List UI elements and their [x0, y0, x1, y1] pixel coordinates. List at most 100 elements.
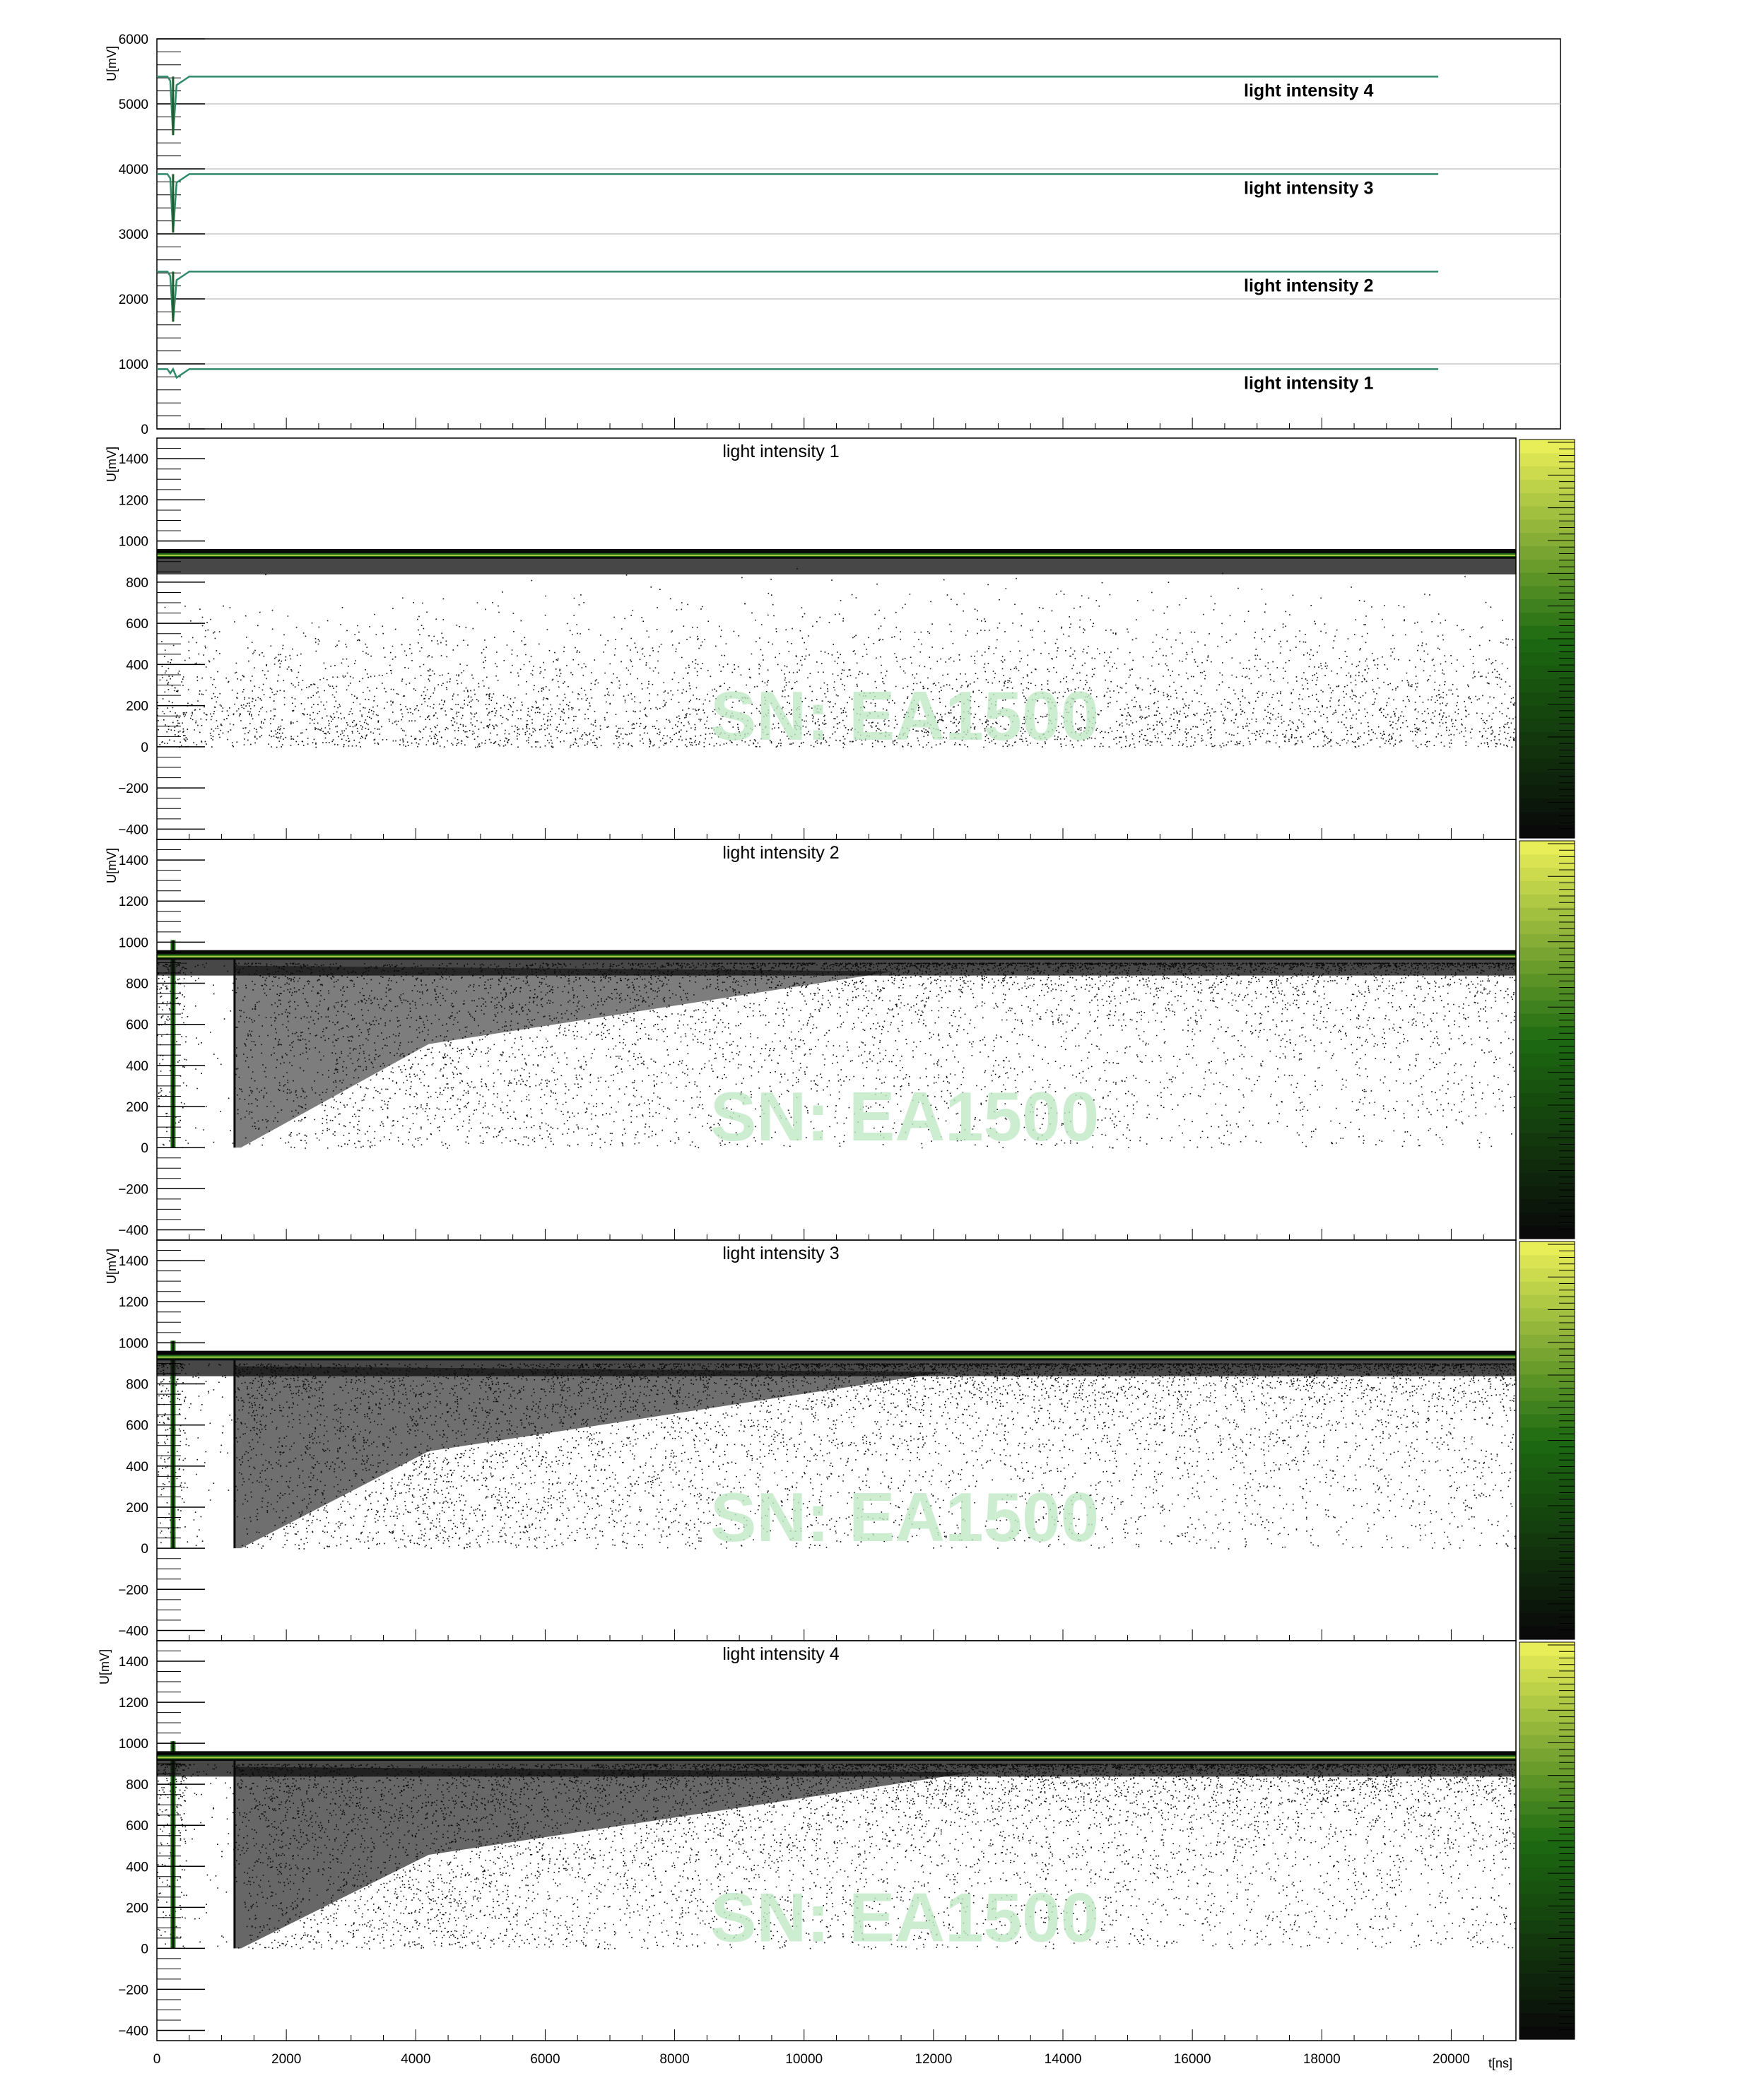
colorbar-segment [1519, 1212, 1575, 1226]
colorbar-segment [1519, 1880, 1575, 1894]
colorbar-segment [1519, 452, 1575, 467]
overview-series-label: light intensity 3 [1244, 178, 1373, 198]
colorbar-segment [1519, 745, 1575, 759]
colorbar-segment [1519, 731, 1575, 745]
heatmap-ytick-label: 600 [126, 1819, 148, 1834]
heatmap-ytick-label: 0 [141, 1942, 148, 1957]
colorbar-segment [1519, 1307, 1575, 1322]
colorbar-segment [1519, 1467, 1575, 1481]
overview-series-line [157, 271, 1439, 322]
colorbar-segment [1519, 519, 1575, 533]
heatmap-xtick-label: 2000 [271, 2052, 301, 2067]
heatmap-ytick-label: 400 [126, 1059, 148, 1074]
colorbar-segment [1519, 1533, 1575, 1547]
colorbar-segment [1519, 1092, 1575, 1107]
colorbar-segment [1519, 1853, 1575, 1868]
heatmap-band-shadow [157, 1360, 1516, 1376]
colorbar-segment [1519, 625, 1575, 639]
colorbar-segment [1519, 1920, 1575, 1934]
colorbar-segment [1519, 1827, 1575, 1841]
overview-ytick-label: 4000 [119, 163, 148, 177]
colorbar-segment [1519, 1841, 1575, 1855]
heatmap-ytick-label: 1000 [119, 1737, 148, 1752]
heatmap-ytick-label: 1400 [119, 854, 148, 868]
colorbar-segment [1519, 705, 1575, 719]
heatmap-xtick-label: 14000 [1045, 2052, 1082, 2067]
colorbar-segment [1519, 1612, 1575, 1627]
heatmap-ytick-label: 600 [126, 1419, 148, 1434]
heatmap-title: light intensity 1 [722, 442, 839, 461]
heatmap-ytick-label: 1400 [119, 1254, 148, 1269]
colorbar-segment [1519, 506, 1575, 520]
heatmap-ytick-label: 800 [126, 576, 148, 591]
colorbar-segment [1519, 1185, 1575, 1200]
heatmap-title: light intensity 4 [722, 1644, 839, 1664]
heatmap-panel: SN: EA1500 −400 −200 0 200 400 600 800 1000 1200 1… [98, 1640, 1575, 2070]
heatmap-ytick-label: 1200 [119, 493, 148, 508]
colorbar-segment [1519, 1573, 1575, 1587]
colorbar-segment [1519, 960, 1575, 974]
colorbar-segment [1519, 867, 1575, 881]
colorbar-segment [1519, 1668, 1575, 1682]
heatmap-ytick-label: 1200 [119, 895, 148, 909]
heatmap-ytick-label: 200 [126, 1901, 148, 1916]
heatmap-xtick-label: 0 [153, 2052, 161, 2067]
colorbar-segment [1519, 1172, 1575, 1186]
overview-ylabel: U[mV] [105, 46, 119, 81]
colorbar-segment [1519, 545, 1575, 560]
overview-series-label: light intensity 1 [1244, 373, 1373, 393]
heatmap-ytick-label: 200 [126, 1100, 148, 1115]
colorbar-segment [1519, 1374, 1575, 1388]
colorbar-segment [1519, 1506, 1575, 1521]
overview-ytick-label: 3000 [119, 228, 148, 242]
colorbar-segment [1519, 665, 1575, 679]
heatmap-ytick-label: 1400 [119, 452, 148, 467]
colorbar-segment [1519, 598, 1575, 613]
colorbar-segment [1519, 841, 1575, 855]
colorbar-segment [1519, 947, 1575, 961]
colorbar-segment [1519, 986, 1575, 1001]
heatmap-watermark: SN: EA1500 [710, 1878, 1099, 1956]
overview-series-label: light intensity 2 [1244, 276, 1373, 295]
heatmap-watermark: SN: EA1500 [710, 1478, 1099, 1556]
colorbar-segment [1519, 1440, 1575, 1454]
colorbar-segment [1519, 798, 1575, 812]
heatmap-band-high [157, 1356, 1516, 1358]
heatmap-ytick-label: −200 [118, 1983, 148, 1998]
colorbar-segment [1519, 1427, 1575, 1441]
heatmap-band-high [157, 1757, 1516, 1759]
colorbar-segment [1519, 1066, 1575, 1080]
colorbar-segment [1519, 1642, 1575, 1656]
heatmap-title: light intensity 3 [722, 1244, 839, 1263]
heatmap-ylabel: U[mV] [105, 1249, 119, 1284]
colorbar-segment [1519, 1387, 1575, 1401]
colorbar-segment [1519, 585, 1575, 600]
colorbar-segment [1519, 1294, 1575, 1309]
colorbar-segment [1519, 854, 1575, 868]
heatmap-body: SN: EA1500 [157, 1741, 1516, 1956]
colorbar-segment [1519, 1360, 1575, 1375]
heatmap-ytick-label: −400 [118, 1624, 148, 1639]
heatmap-ytick-label: −400 [118, 2024, 148, 2039]
heatmap-xtick-label: 8000 [659, 2052, 689, 2067]
heatmap-ytick-label: 0 [141, 1542, 148, 1557]
heatmap-ytick-label: −200 [118, 781, 148, 796]
colorbar-segment [1519, 784, 1575, 799]
heatmap-band-high [157, 955, 1516, 957]
heatmap-ytick-label: −200 [118, 1182, 148, 1197]
colorbar-segment [1519, 1225, 1575, 1239]
colorbar-segment [1519, 1626, 1575, 1640]
heatmap-dense-region [234, 1766, 972, 1949]
heatmap-ytick-label: −200 [118, 1583, 148, 1598]
colorbar-segment [1519, 1413, 1575, 1428]
heatmap-ytick-label: −400 [118, 822, 148, 837]
heatmap-ytick-label: 800 [126, 1378, 148, 1393]
colorbar-segment [1519, 758, 1575, 772]
colorbar-segment [1519, 1268, 1575, 1282]
heatmap-band-shadow [157, 558, 1516, 574]
heatmap-band-high [157, 554, 1516, 556]
colorbar-segment [1519, 492, 1575, 507]
